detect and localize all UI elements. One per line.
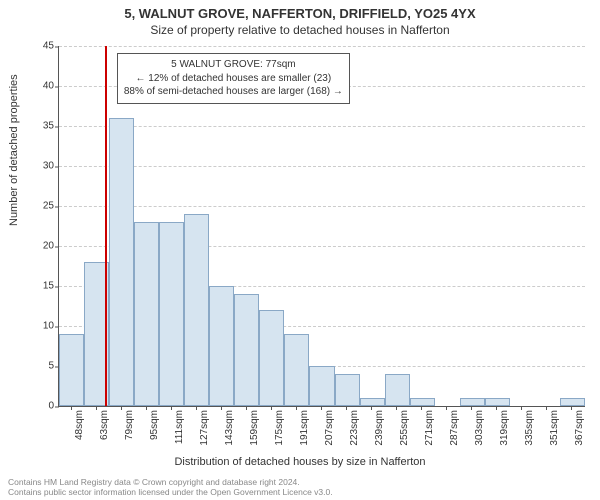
y-tick-label: 0 — [24, 401, 54, 412]
x-tick-label: 159sqm — [249, 410, 260, 460]
y-tick-label: 10 — [24, 321, 54, 332]
x-tick-mark — [121, 406, 122, 410]
x-tick-mark — [446, 406, 447, 410]
x-tick-mark — [296, 406, 297, 410]
x-tick-label: 367sqm — [574, 410, 585, 460]
footnote: Contains HM Land Registry data © Crown c… — [8, 477, 592, 497]
histogram-bar — [309, 366, 334, 406]
y-tick-label: 45 — [24, 41, 54, 52]
histogram-bar — [159, 222, 184, 406]
x-tick-label: 255sqm — [399, 410, 410, 460]
x-tick-label: 239sqm — [374, 410, 385, 460]
annotation-line-1: 5 WALNUT GROVE: 77sqm — [124, 58, 343, 72]
histogram-bar — [560, 398, 585, 406]
y-tick-label: 40 — [24, 81, 54, 92]
x-tick-mark — [171, 406, 172, 410]
x-tick-label: 287sqm — [449, 410, 460, 460]
y-axis-ticks: 051015202530354045 — [0, 46, 54, 406]
x-tick-label: 351sqm — [549, 410, 560, 460]
chart-title-sub: Size of property relative to detached ho… — [0, 21, 600, 37]
x-tick-mark — [521, 406, 522, 410]
y-tick-label: 15 — [24, 281, 54, 292]
x-tick-label: 175sqm — [274, 410, 285, 460]
y-tick-label: 20 — [24, 241, 54, 252]
x-tick-label: 79sqm — [124, 410, 135, 460]
histogram-bar — [284, 334, 309, 406]
chart-container: 5, WALNUT GROVE, NAFFERTON, DRIFFIELD, Y… — [0, 0, 600, 500]
x-tick-label: 207sqm — [324, 410, 335, 460]
x-tick-mark — [546, 406, 547, 410]
x-axis-label: Distribution of detached houses by size … — [0, 456, 600, 468]
histogram-bar — [360, 398, 385, 406]
x-tick-label: 335sqm — [524, 410, 535, 460]
marker-line — [105, 46, 107, 406]
annotation-line-3: 88% of semi-detached houses are larger (… — [124, 85, 343, 99]
annotation-box: 5 WALNUT GROVE: 77sqm ← 12% of detached … — [117, 53, 350, 104]
histogram-bar — [109, 118, 134, 406]
histogram-bar — [209, 286, 234, 406]
histogram-bar — [485, 398, 510, 406]
x-tick-mark — [271, 406, 272, 410]
y-tick-label: 35 — [24, 121, 54, 132]
x-tick-label: 63sqm — [99, 410, 110, 460]
histogram-bar — [134, 222, 159, 406]
x-tick-mark — [346, 406, 347, 410]
histogram-bar — [234, 294, 259, 406]
x-tick-mark — [471, 406, 472, 410]
footnote-line-2: Contains public sector information licen… — [8, 487, 592, 497]
footnote-line-1: Contains HM Land Registry data © Crown c… — [8, 477, 592, 487]
chart-title-main: 5, WALNUT GROVE, NAFFERTON, DRIFFIELD, Y… — [0, 0, 600, 21]
x-tick-label: 48sqm — [74, 410, 85, 460]
x-tick-label: 111sqm — [174, 410, 185, 460]
x-tick-mark — [96, 406, 97, 410]
x-tick-mark — [146, 406, 147, 410]
histogram-bar — [184, 214, 209, 406]
x-tick-mark — [421, 406, 422, 410]
x-tick-label: 127sqm — [199, 410, 210, 460]
histogram-bar — [59, 334, 84, 406]
x-tick-label: 143sqm — [224, 410, 235, 460]
y-tick-label: 30 — [24, 161, 54, 172]
histogram-bar — [460, 398, 485, 406]
histogram-bar — [259, 310, 284, 406]
x-tick-label: 303sqm — [474, 410, 485, 460]
x-tick-mark — [321, 406, 322, 410]
histogram-bar — [410, 398, 435, 406]
annotation-line-2: ← 12% of detached houses are smaller (23… — [124, 72, 343, 86]
x-tick-label: 95sqm — [149, 410, 160, 460]
x-tick-mark — [221, 406, 222, 410]
x-tick-mark — [371, 406, 372, 410]
histogram-bar — [385, 374, 410, 406]
x-tick-label: 223sqm — [349, 410, 360, 460]
x-tick-mark — [71, 406, 72, 410]
x-tick-mark — [396, 406, 397, 410]
x-tick-mark — [246, 406, 247, 410]
x-tick-label: 191sqm — [299, 410, 310, 460]
plot-area: 5 WALNUT GROVE: 77sqm ← 12% of detached … — [58, 46, 585, 407]
y-tick-label: 5 — [24, 361, 54, 372]
x-tick-label: 271sqm — [424, 410, 435, 460]
histogram-bar — [335, 374, 360, 406]
x-tick-mark — [571, 406, 572, 410]
x-tick-label: 319sqm — [499, 410, 510, 460]
x-tick-mark — [496, 406, 497, 410]
y-tick-label: 25 — [24, 201, 54, 212]
x-tick-mark — [196, 406, 197, 410]
